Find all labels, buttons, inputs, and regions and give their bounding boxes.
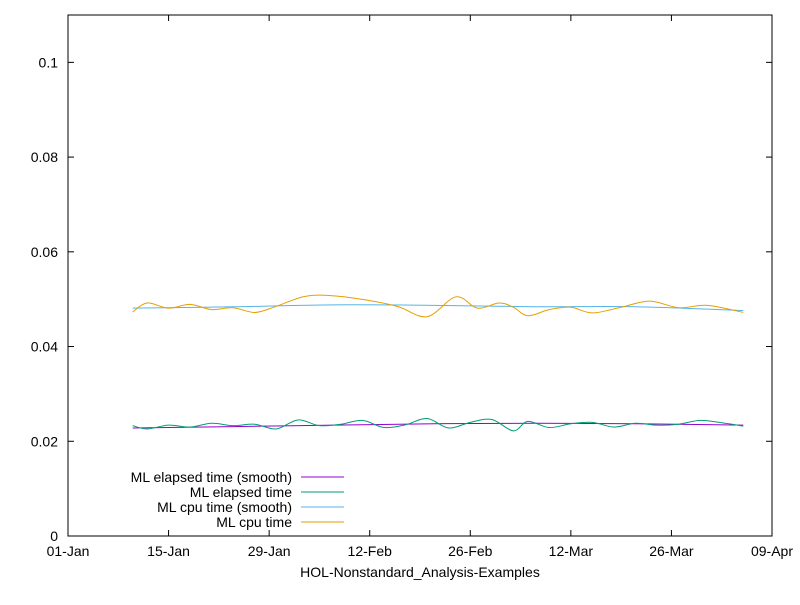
x-axis-label: HOL-Nonstandard_Analysis-Examples xyxy=(300,564,540,580)
y-tick-label: 0 xyxy=(50,528,58,544)
x-tick-label: 15-Jan xyxy=(147,543,190,559)
x-tick-label: 12-Feb xyxy=(348,543,393,559)
plot-frame xyxy=(67,14,773,537)
x-tick-label: 29-Jan xyxy=(248,543,291,559)
x-tick-label: 12-Mar xyxy=(549,543,594,559)
series-line-ml-elapsed-time xyxy=(132,418,744,432)
series-line-ml-cpu-time-smooth xyxy=(132,304,744,312)
y-tick-label: 0.02 xyxy=(31,433,58,449)
series-layer xyxy=(132,294,744,432)
legend-label: ML cpu time xyxy=(216,514,292,530)
y-tick-label: 0.06 xyxy=(31,244,58,260)
legend-label: ML elapsed time xyxy=(190,484,292,500)
legend-label: ML elapsed time (smooth) xyxy=(131,469,292,485)
x-tick-label: 09-Apr xyxy=(751,543,793,559)
y-tick-label: 0.08 xyxy=(31,149,58,165)
series-line-ml-cpu-time xyxy=(132,294,744,318)
series-line-ml-elapsed-time-smooth xyxy=(132,422,744,429)
x-tick-label: 26-Feb xyxy=(448,543,493,559)
legend: ML elapsed time (smooth)ML elapsed timeM… xyxy=(131,469,344,530)
x-tick-label: 26-Mar xyxy=(649,543,694,559)
y-tick-label: 0.1 xyxy=(39,54,59,70)
y-tick-label: 0.04 xyxy=(31,339,58,355)
y-axis: 0 0.02 0.04 0.06 0.08 0.1 xyxy=(31,54,772,544)
x-axis: 01-Jan 15-Jan 29-Jan 12-Feb 26-Feb 12-Mar 26-M… xyxy=(47,15,793,559)
legend-label: ML cpu time (smooth) xyxy=(157,499,292,515)
x-tick-label: 01-Jan xyxy=(47,543,90,559)
